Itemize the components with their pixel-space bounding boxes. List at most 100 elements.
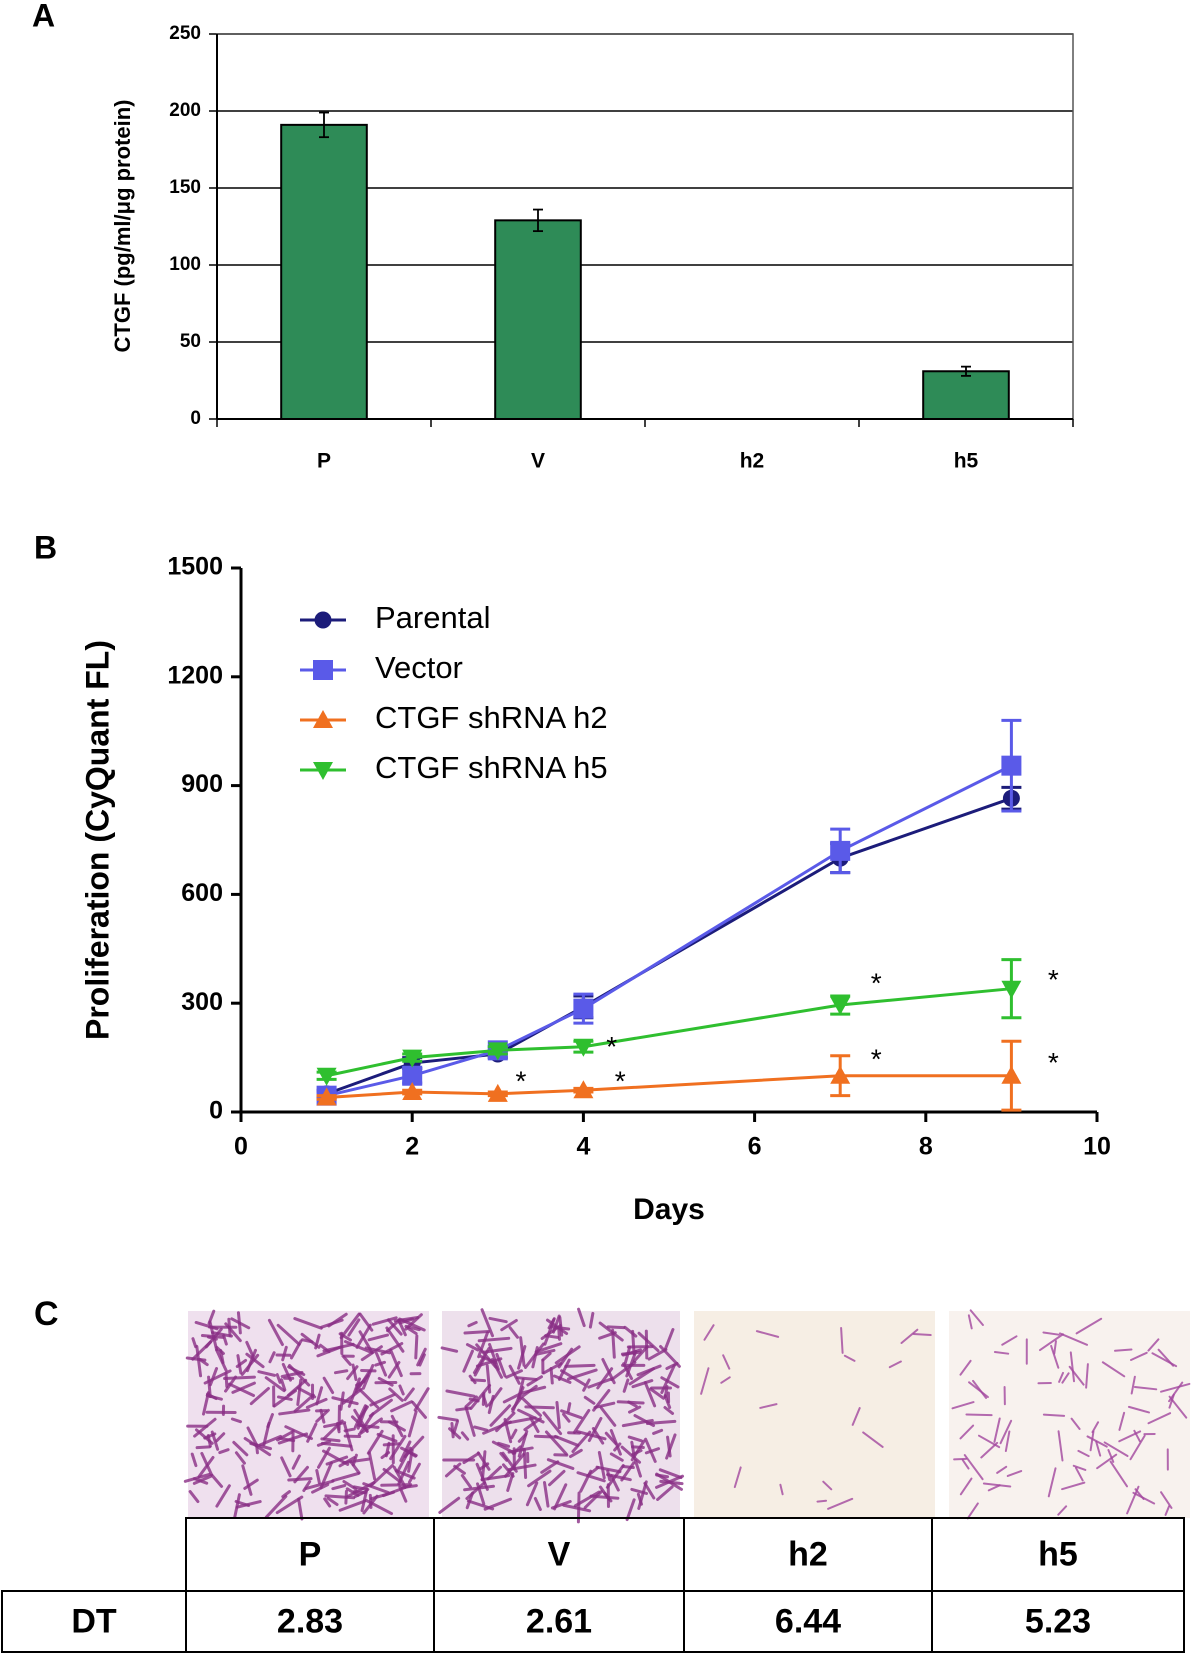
cell (192, 1474, 213, 1485)
annotation: * (615, 1065, 626, 1096)
cell (1057, 1430, 1064, 1462)
cell (450, 1421, 455, 1439)
x-tick-label: h2 (740, 450, 765, 473)
cell (502, 1391, 523, 1404)
cell (300, 1338, 314, 1344)
cell (1147, 1338, 1160, 1352)
cell (959, 1477, 973, 1496)
cell (1095, 1440, 1102, 1457)
bar (494, 219, 582, 420)
cell (599, 1406, 617, 1427)
cell (418, 1353, 426, 1367)
cell (291, 1454, 301, 1470)
x-tick-label: 0 (234, 1133, 248, 1161)
cell (557, 1358, 571, 1381)
cell (999, 1419, 1013, 1445)
cell (475, 1462, 489, 1491)
cell (993, 1417, 1001, 1443)
cell (963, 1454, 984, 1481)
cell (620, 1461, 636, 1482)
cell (647, 1348, 668, 1361)
cell (603, 1491, 613, 1503)
cell (1059, 1332, 1088, 1346)
cell (369, 1464, 394, 1488)
cell (953, 1457, 968, 1461)
panel-label: C (34, 1295, 59, 1333)
cell (1130, 1375, 1136, 1395)
cell (380, 1342, 404, 1356)
cell (496, 1441, 511, 1448)
cell (543, 1481, 550, 1508)
cell (900, 1328, 919, 1344)
cell (376, 1432, 398, 1443)
cell (490, 1358, 504, 1379)
cell (479, 1462, 490, 1471)
cell (284, 1425, 314, 1441)
cell (354, 1369, 372, 1394)
cell (722, 1354, 731, 1370)
cell (342, 1479, 358, 1491)
cell (445, 1389, 476, 1398)
table-header: h2 (788, 1535, 828, 1573)
cell (518, 1385, 547, 1395)
cell (1042, 1413, 1066, 1417)
cell (625, 1349, 638, 1378)
cell (1107, 1448, 1115, 1463)
cell (546, 1458, 575, 1470)
cell (362, 1494, 379, 1515)
line (326, 1074, 1012, 1099)
x-tick-label: h5 (954, 450, 979, 473)
y-tick-label: 1500 (167, 553, 223, 581)
cell (572, 1408, 591, 1434)
x-tick-label: 8 (919, 1133, 933, 1161)
cell (1086, 1435, 1108, 1448)
cell (523, 1342, 545, 1369)
y-tick-label: 1200 (167, 661, 223, 689)
cell-image (694, 1311, 935, 1518)
cell (1157, 1348, 1175, 1367)
cell (275, 1373, 282, 1384)
cell (281, 1345, 288, 1362)
cell (488, 1342, 500, 1371)
cell (862, 1431, 884, 1448)
panel-label: A (32, 0, 55, 33)
cell (464, 1395, 478, 1409)
cell (360, 1345, 383, 1362)
cell (356, 1423, 380, 1429)
cell (361, 1363, 375, 1390)
cell (508, 1326, 520, 1339)
cell (195, 1445, 212, 1450)
cell (191, 1337, 198, 1349)
cell (1096, 1453, 1118, 1470)
cell (627, 1435, 643, 1443)
cell (367, 1333, 389, 1342)
cell (1004, 1430, 1011, 1452)
y-tick-label: 600 (181, 879, 223, 907)
cell (404, 1324, 421, 1332)
cell (444, 1462, 462, 1478)
legend-label: Parental (375, 600, 490, 635)
point (316, 1087, 337, 1106)
cell (339, 1391, 345, 1411)
cell (598, 1321, 624, 1342)
legend-marker (313, 660, 333, 680)
x-tick-label: 10 (1083, 1133, 1111, 1161)
cell (500, 1318, 518, 1332)
cell (649, 1387, 666, 1400)
table-cell: 6.44 (775, 1602, 841, 1640)
cell (609, 1474, 620, 1492)
cell (912, 1332, 932, 1337)
cell (557, 1326, 561, 1341)
cell (473, 1425, 489, 1432)
cell (488, 1316, 508, 1324)
cell (1118, 1430, 1142, 1443)
cell (733, 1466, 742, 1489)
cell (389, 1348, 403, 1378)
cell (353, 1489, 368, 1499)
cell (1168, 1381, 1184, 1403)
cell (553, 1434, 580, 1447)
annotation: * (515, 1065, 526, 1096)
legend-marker (313, 710, 333, 728)
cell (609, 1452, 624, 1462)
